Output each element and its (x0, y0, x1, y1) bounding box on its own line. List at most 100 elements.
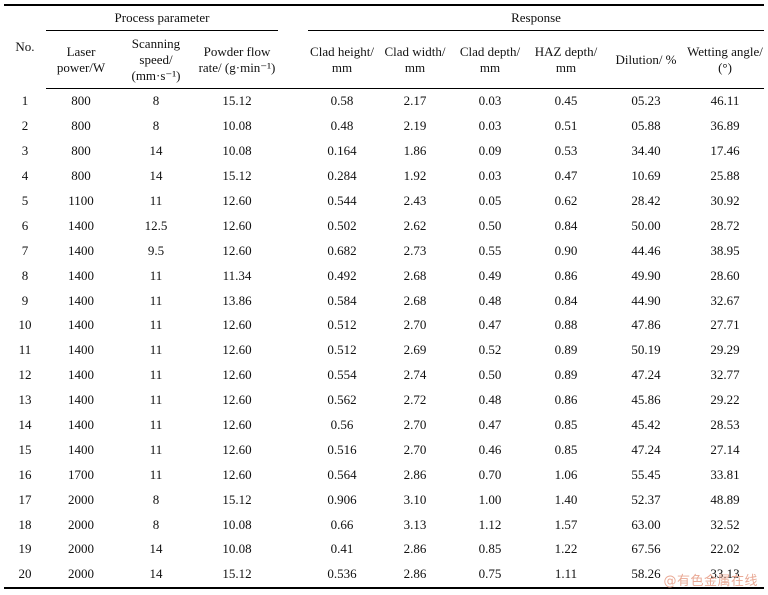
table-cell: 29.29 (710, 342, 740, 358)
table-cell: 8 (152, 93, 160, 109)
table-cell: 27.71 (710, 317, 740, 333)
table-cell: 58.26 (606, 561, 686, 589)
table-cell: 0.58 (330, 93, 354, 109)
group-gap (278, 238, 308, 263)
table-cell: 1400 (68, 367, 94, 383)
table-cell: 9 (21, 292, 29, 308)
group-gap (278, 537, 308, 562)
table-cell: 12.60 (222, 317, 252, 333)
table-cell: 0.47 (478, 417, 502, 433)
group-header-response: Response (308, 4, 764, 31)
table-cell: 11 (149, 342, 163, 358)
table-cell: 15.12 (222, 93, 252, 109)
table-cell: 45.42 (631, 417, 661, 433)
table-cell: 0.49 (478, 267, 502, 283)
table-cell: 12.60 (222, 217, 252, 233)
table-cell: 32.77 (710, 367, 740, 383)
table-row: 4 800 14 15.12 0.284 1.92 0.03 0.47 10.69 25.88 (4, 164, 764, 189)
table-cell: 2000 (68, 516, 94, 532)
table-cell: 1.12 (478, 516, 502, 532)
table-cell: 18 (18, 516, 32, 532)
table-cell: 8 (152, 516, 160, 532)
table-cell: 0.03 (478, 118, 502, 134)
table-cell: 19 (18, 541, 32, 557)
table-cell: 0.47 (554, 168, 578, 184)
table-row: 18 2000 8 10.08 0.66 3.13 1.12 1.57 63.00 32.52 (4, 512, 764, 537)
table-cell: 12.60 (222, 193, 252, 208)
table-cell: 1400 (68, 317, 94, 333)
table-cell: 0.56 (330, 417, 354, 433)
table-cell: 0.05 (478, 193, 502, 208)
table-cell: 2.62 (403, 217, 427, 233)
group-gap (278, 413, 308, 438)
table-row: 5 1100 11 12.60 0.544 2.43 0.05 0.62 28.42 30.92 (4, 189, 764, 214)
table-cell: 27.14 (710, 441, 740, 457)
table-cell: 0.46 (478, 441, 502, 457)
table-cell: 17 (18, 491, 32, 507)
table-cell: 8 (152, 491, 160, 507)
table-cell: 0.512 (327, 317, 357, 333)
table-cell: 0.86 (554, 267, 578, 283)
table-cell: 1.22 (554, 541, 578, 557)
group-gap (278, 164, 308, 189)
table-cell: 11 (149, 267, 163, 283)
table-cell: 0.48 (478, 392, 502, 408)
table-cell: 11 (149, 417, 163, 433)
table-cell: 2.74 (403, 367, 427, 383)
table-cell: 2.70 (403, 317, 427, 333)
table-cell: 10.08 (222, 516, 252, 532)
table-cell: 4 (21, 168, 29, 184)
table-cell: 17.46 (710, 143, 740, 159)
table-cell: 11 (149, 441, 163, 457)
table-cell: 44.90 (631, 292, 661, 308)
table-cell: 11.34 (222, 267, 252, 283)
table-row: 7 1400 9.5 12.60 0.682 2.73 0.55 0.90 44.46 38.95 (4, 238, 764, 263)
table-cell: 1.11 (526, 561, 606, 589)
table-row: 1 800 8 15.12 0.58 2.17 0.03 0.45 05.23 46.11 (4, 89, 764, 114)
group-gap (278, 114, 308, 139)
table-cell: 0.544 (327, 193, 357, 208)
table-cell: 2.73 (403, 242, 427, 258)
table-cell: 800 (71, 93, 91, 109)
table-cell: 34.40 (631, 143, 661, 159)
table-cell: 2.19 (403, 118, 427, 134)
table-row: 10 1400 11 12.60 0.512 2.70 0.47 0.88 47.86 27.71 (4, 313, 764, 338)
table-cell: 2000 (68, 491, 94, 507)
table-cell: 05.88 (631, 118, 661, 134)
table-cell: 0.564 (327, 466, 357, 482)
table-cell: 28.53 (710, 417, 740, 433)
table-cell: 0.55 (478, 242, 502, 258)
table-cell: 0.89 (554, 367, 578, 383)
table-cell: 52.37 (631, 491, 661, 507)
table-cell: 2.86 (403, 466, 427, 482)
table-cell: 15.12 (222, 168, 252, 184)
table-cell: 1.06 (554, 466, 578, 482)
table-cell: 49.90 (631, 267, 661, 283)
table-cell: 11 (18, 342, 32, 358)
table-cell: 0.89 (554, 342, 578, 358)
table-cell: 1.40 (554, 491, 578, 507)
table-cell: 0.03 (478, 168, 502, 184)
table-cell: 5 (21, 193, 29, 208)
group-gap (278, 313, 308, 338)
table-row: 12 1400 11 12.60 0.554 2.74 0.50 0.89 47.24 32.77 (4, 363, 764, 388)
table-cell: 1400 (68, 292, 94, 308)
table-cell: 0.45 (554, 93, 578, 109)
group-gap (278, 89, 308, 114)
table-cell: 2000 (46, 561, 116, 589)
table-cell: 2 (21, 118, 29, 134)
group-gap (278, 338, 308, 363)
table-cell: 0.03 (478, 93, 502, 109)
table-cell: 11 (149, 392, 163, 408)
table-cell: 67.56 (631, 541, 661, 557)
table-cell: 44.46 (631, 242, 661, 258)
table-cell: 10.08 (222, 143, 252, 159)
table-cell: 38.95 (710, 242, 740, 258)
table-cell: 12.60 (222, 342, 252, 358)
watermark: @有色金属在线 (663, 574, 758, 589)
table-cell: 2.17 (403, 93, 427, 109)
table-cell: 12.60 (222, 441, 252, 457)
table-row: 8 1400 11 11.34 0.492 2.68 0.49 0.86 49.90 28.60 (4, 263, 764, 288)
table-cell: 50.00 (631, 217, 661, 233)
table-cell: 0.164 (327, 143, 357, 159)
